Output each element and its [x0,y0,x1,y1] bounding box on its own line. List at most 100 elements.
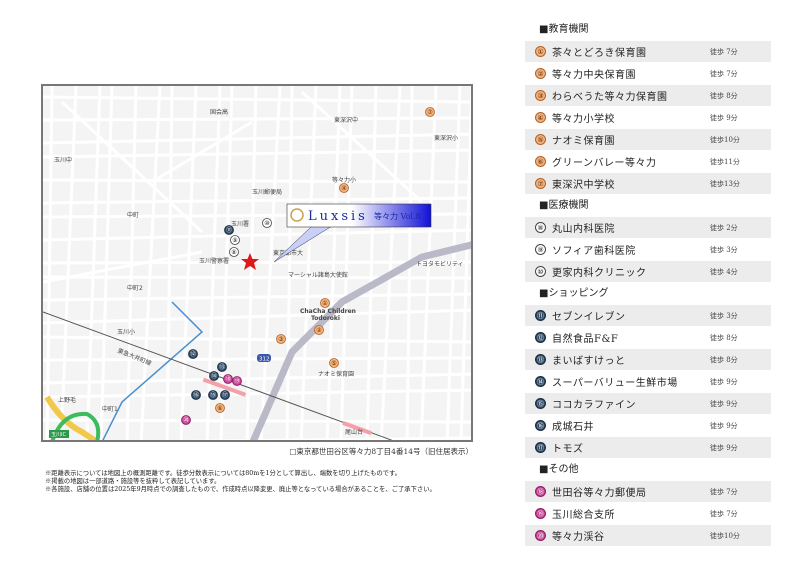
area-map[interactable]: 玉川IC 312 国会高 東深沢中 東深沢小 等々力小 玉川郵便局 玉川署 玉川… [41,84,473,442]
railway-line [43,311,393,440]
map-marker-4[interactable]: ④ [339,183,349,193]
marker-circle-icon [320,298,330,308]
marker-circle-icon [217,362,227,372]
facility-row: ⑮ ココカラファイン 徒歩 9分 [525,393,771,414]
walk-time: 徒歩 3分 [710,311,738,320]
street [43,132,471,145]
map-marker-12[interactable]: ⑫ [188,349,198,359]
facility-number-badge: ⑰ [535,442,546,453]
facility-name: トモズ [552,444,584,455]
street [43,275,471,280]
facility-row: ⑯ 成城石井 徒歩 9分 [525,415,771,436]
main-road [249,241,471,440]
facility-row: ⑧ 丸山内科医院 徒歩 2分 [525,217,771,238]
facility-name: まいばすけっと [552,356,626,367]
walk-time: 徒歩 2分 [710,223,738,232]
map-marker-2[interactable]: ② [314,325,324,335]
marker-circle-icon [230,235,240,245]
marker-number: ⑭ [211,372,217,380]
map-marker-15[interactable]: ⑮ [208,390,218,400]
walk-time: 徒歩 9分 [710,113,738,122]
map-marker-1[interactable]: ① [320,298,330,308]
walk-time: 徒歩 7分 [710,487,738,496]
street [43,228,471,242]
property-address: □東京都世田谷区等々力8丁目4番14号（旧住居表示） [289,447,473,456]
facility-row: ⑥ グリーンバレー等々力 徒歩11分 [525,151,771,172]
walk-time: 徒歩 9分 [710,399,738,408]
facility-number-badge: ⑤ [535,134,546,145]
facility-row: ⑤ ナオミ保育園 徒歩10分 [525,129,771,150]
marker-circle-icon [224,225,234,235]
map-label: 等々力小 [332,176,356,184]
map-label: ChaCha Children [300,308,356,315]
map-marker-18[interactable]: ⑱ [223,374,233,384]
map-marker-11[interactable]: ⑪ [224,225,234,235]
brand-logo-icon [290,208,304,222]
street [60,100,204,234]
street [43,388,471,399]
facility-row: ⑪ セブンイレブン 徒歩 3分 [525,305,771,326]
facility-number-badge: ⑨ [535,244,546,255]
facility-number-badge: ⑫ [535,332,546,343]
street [43,148,471,159]
street [419,86,438,440]
map-marker-13[interactable]: ⑬ [217,362,227,372]
facility-name: 成城石井 [552,422,594,433]
ic-badge [49,430,69,438]
marker-circle-icon [262,218,272,228]
street [300,90,424,204]
walk-time: 徒歩10分 [710,135,740,144]
marker-circle-icon [229,247,239,257]
marker-number: ⑤ [331,360,336,367]
facility-name: ココカラファイン [552,400,636,411]
map-label: ナオミ保育園 [318,370,354,378]
map-marker-8[interactable]: ⑧ [229,247,239,257]
facility-number-badge: ⑭ [535,376,546,387]
map-marker-7[interactable]: ⑦ [425,107,435,117]
station-platform [342,420,372,436]
marker-circle-icon [223,374,233,384]
map-marker-9[interactable]: ⑨ [230,235,240,245]
walk-time: 徒歩 7分 [710,47,738,56]
marker-number: ⑱ [225,375,231,383]
brand-name: Luxsis [308,209,368,224]
map-marker-17[interactable]: ⑰ [220,390,230,400]
facility-row: ② 等々力中央保育園 徒歩 7分 [525,63,771,84]
map-marker-20[interactable]: ⑳ [181,415,191,425]
marker-number: ⑬ [219,363,225,371]
map-label: 中町2 [127,284,143,292]
street [45,86,54,440]
map-marker-5[interactable]: ⑤ [329,358,339,368]
map-marker-6[interactable]: ⑥ [215,403,225,413]
street [172,436,471,440]
walk-time: 徒歩 7分 [710,69,738,78]
map-marker-10[interactable]: ⑩ [262,218,272,228]
street [445,86,462,440]
facility-list: ■教育機関 ① 茶々とどろき保育園 徒歩 7分 ② 等々力中央保育園 徒歩 7分 ③ わらべうた… [525,18,771,546]
facility-number-badge: ⑬ [535,354,546,365]
facility-name: ソフィア歯科医院 [552,246,636,257]
map-label: Todoroki [311,315,340,322]
facility-name: 等々力小学校 [552,114,615,125]
map-label: 中町 [127,211,139,219]
map-marker-3[interactable]: ③ [276,334,286,344]
facility-row: ⑰ トモズ 徒歩 9分 [525,437,771,458]
marker-number: ⑳ [183,416,189,424]
facility-name: 玉川総合支所 [552,510,615,521]
route-number: 312 [259,357,270,363]
map-label: 玉川中 [54,156,72,164]
street [299,86,318,440]
disclaimer-notes: ※距離表示については地図上の概測距離です。徒歩分数表示については80mを1分とし… [45,470,436,495]
walk-time: 徒歩10分 [710,531,740,540]
map-marker-14[interactable]: ⑭ [209,371,219,381]
map-marker-19[interactable]: ⑲ [232,376,242,386]
marker-circle-icon [314,325,324,335]
facility-number-badge: ⑦ [535,178,546,189]
map-label: マーシャル諸島大使館 [288,271,348,279]
walk-time: 徒歩13分 [710,179,740,188]
street [139,86,162,440]
map-marker-16[interactable]: ⑯ [191,390,201,400]
note: ※距離表示については地図上の概測距離です。徒歩分数表示については80mを1分とし… [45,470,401,477]
marker-number: ④ [341,185,346,192]
map-label: 東深沢小 [434,134,458,142]
